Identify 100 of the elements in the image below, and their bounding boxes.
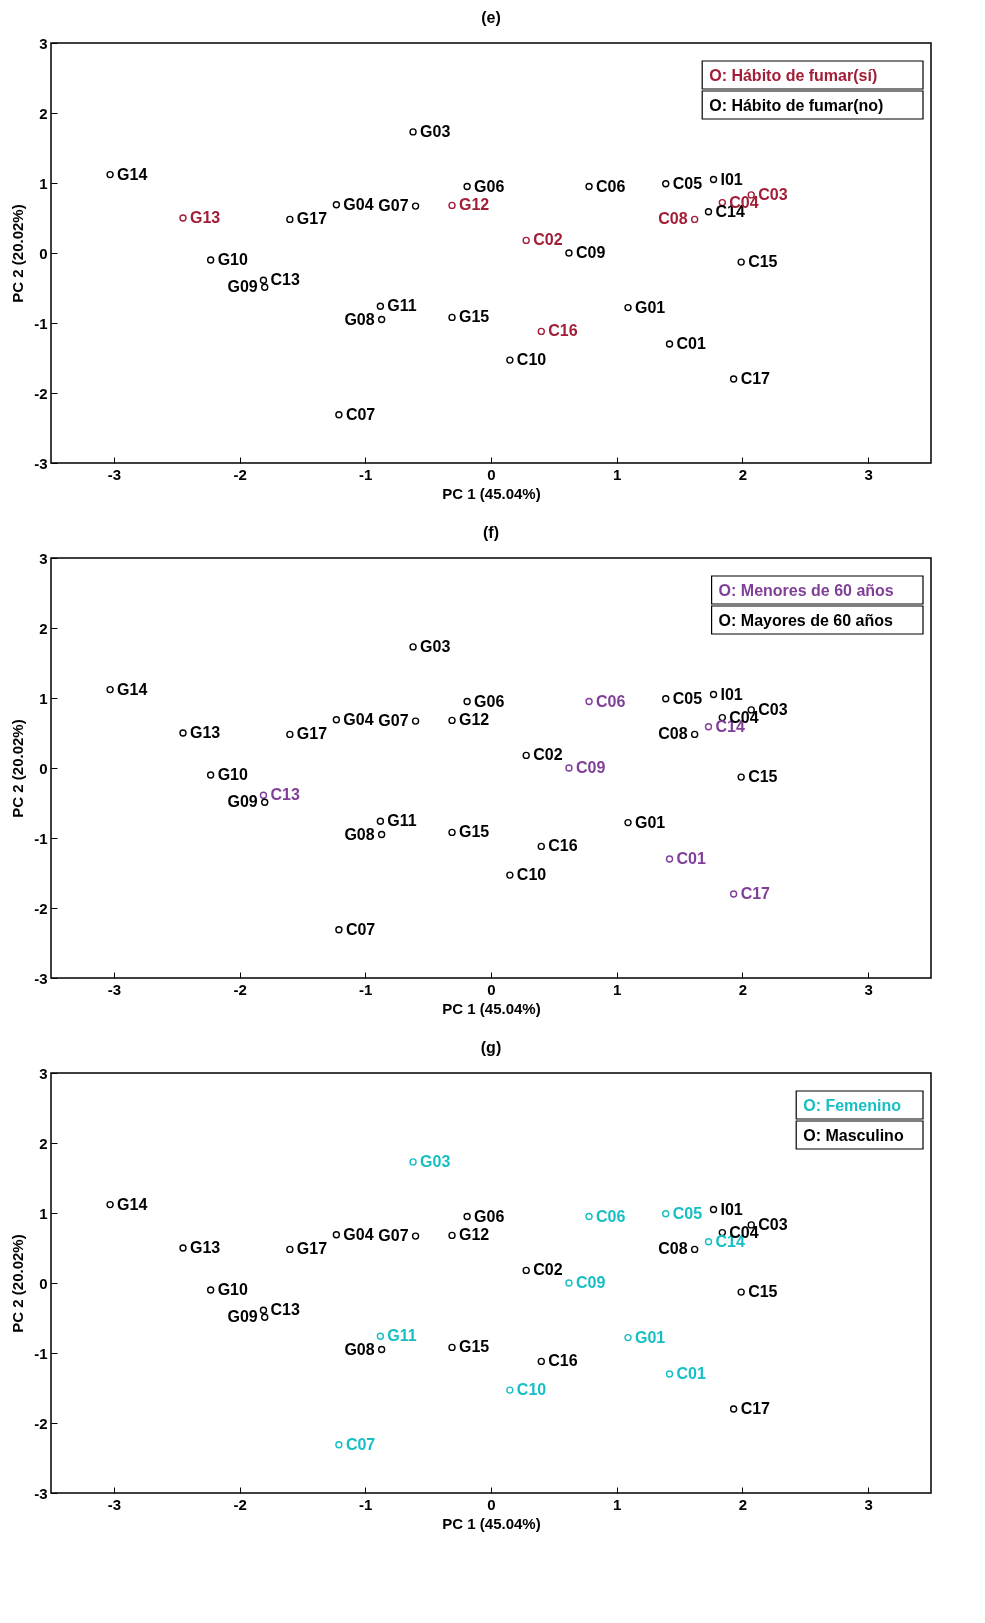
point [448, 716, 456, 725]
point [463, 1212, 471, 1221]
point [448, 313, 456, 322]
annotation: C16 [548, 1352, 578, 1370]
annotation: C07 [345, 1435, 376, 1453]
x-tick-label: -1 [359, 1495, 373, 1513]
annotation: G09 [227, 1308, 258, 1326]
point [737, 1288, 745, 1296]
annotation: C09 [575, 244, 606, 261]
annotation: G04 [343, 710, 374, 728]
x-tick-label: 0 [487, 1495, 496, 1513]
point [377, 315, 386, 324]
x-tick-label: -2 [233, 465, 247, 483]
x-tick-label: 1 [613, 980, 622, 998]
point [665, 340, 674, 348]
point [690, 730, 699, 739]
annotation: C09 [575, 759, 606, 776]
annotation: C16 [548, 322, 578, 340]
x-tick-label: -2 [233, 1495, 247, 1513]
y-tick-label: 3 [39, 549, 48, 567]
annotation: C13 [270, 271, 300, 289]
annotation: C09 [575, 1274, 606, 1291]
annotation: C08 [658, 210, 688, 228]
point [106, 170, 114, 179]
annotation: C13 [270, 786, 300, 804]
annotation: G09 [227, 278, 258, 296]
point [662, 180, 670, 188]
annotation: G03 [420, 637, 451, 655]
point [737, 773, 745, 781]
annotation: C06 [596, 1207, 626, 1225]
annotation: G03 [420, 122, 451, 140]
annotation: C08 [658, 1240, 688, 1258]
point [522, 751, 530, 760]
annotation: C17 [740, 370, 771, 387]
x-tick-label: 0 [487, 980, 496, 998]
y-tick-label: 3 [39, 1064, 48, 1082]
annotation: G04 [343, 1225, 374, 1243]
annotation: C03 [758, 185, 788, 203]
annotation: C16 [548, 837, 578, 855]
x-tick-label: -1 [359, 465, 373, 483]
point [179, 214, 187, 222]
annotation: G15 [459, 308, 490, 326]
annotation: C01 [676, 850, 706, 867]
point [335, 926, 343, 934]
point [106, 1200, 114, 1209]
x-tick-label: 2 [738, 1495, 748, 1513]
annotation: G15 [459, 823, 490, 841]
y-tick-label: -2 [34, 899, 48, 917]
point [624, 818, 632, 827]
point [335, 411, 343, 419]
annotation: G08 [344, 310, 375, 328]
point [377, 1345, 386, 1354]
point [411, 717, 420, 725]
annotation: G12 [459, 1226, 490, 1244]
annotation: G01 [635, 1328, 666, 1346]
point [261, 798, 269, 806]
point [665, 855, 674, 863]
point [729, 375, 738, 383]
annotation: G08 [344, 825, 375, 843]
point [537, 1357, 545, 1366]
point [585, 1212, 593, 1221]
annotation: I01 [720, 685, 743, 703]
annotation: G06 [474, 1207, 505, 1225]
point [709, 690, 718, 699]
annotation: G10 [217, 766, 248, 783]
point [286, 215, 294, 224]
point [106, 685, 114, 694]
point [709, 175, 718, 184]
annotation: G17 [296, 1240, 328, 1258]
text: O: Hábito de fumar(sí) [709, 67, 878, 84]
annotation: G13 [190, 724, 221, 741]
x-tick-label: 0 [487, 465, 496, 483]
point [506, 871, 514, 879]
annotation: C05 [672, 174, 703, 192]
point [729, 1405, 738, 1413]
point [286, 730, 294, 739]
point [709, 1205, 718, 1214]
point [206, 771, 215, 779]
point [332, 201, 341, 209]
point [179, 1244, 187, 1252]
annotation: G14 [117, 1195, 148, 1213]
x-tick-label: 2 [738, 980, 748, 998]
point [624, 1333, 632, 1342]
point [206, 256, 215, 264]
point [522, 1266, 530, 1275]
annotation: G11 [387, 1327, 417, 1345]
point [411, 202, 420, 210]
point [537, 327, 545, 336]
annotation: G14 [117, 165, 148, 183]
annotation: G07 [378, 1227, 409, 1245]
point [463, 697, 471, 706]
point [704, 208, 713, 216]
annotation: G14 [117, 680, 148, 698]
y-tick-label: -1 [34, 829, 48, 847]
annotation: C03 [758, 700, 788, 718]
y-axis-title: PC 2 (20.02%) [9, 1234, 27, 1333]
point [585, 697, 593, 706]
x-tick-label: 2 [738, 465, 748, 483]
annotation: G07 [378, 712, 409, 730]
point [690, 215, 699, 224]
